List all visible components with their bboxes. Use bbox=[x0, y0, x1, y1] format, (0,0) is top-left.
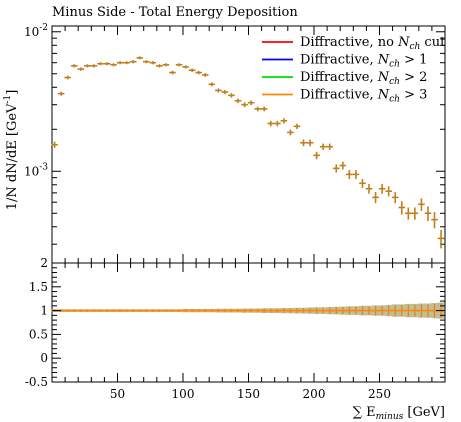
data-point bbox=[280, 118, 288, 124]
data-point bbox=[424, 206, 432, 222]
data-point bbox=[149, 61, 157, 65]
data-point bbox=[129, 60, 137, 64]
data-point bbox=[143, 60, 150, 64]
data-point bbox=[293, 123, 301, 129]
data-point bbox=[346, 170, 353, 180]
data-point bbox=[136, 56, 144, 60]
x-tick-label: 150 bbox=[237, 387, 260, 401]
ratio-y-tick-label: 1.5 bbox=[29, 280, 48, 294]
data-point bbox=[156, 64, 163, 68]
data-point bbox=[339, 161, 347, 170]
x-tick-label: 50 bbox=[110, 387, 125, 401]
y-tick-label: 10-2 bbox=[24, 23, 48, 39]
data-point bbox=[274, 120, 281, 127]
legend-entry: Diffractive, no Nch cut bbox=[262, 35, 446, 52]
data-point bbox=[326, 143, 333, 151]
ratio-y-tick-label: 2 bbox=[40, 256, 48, 270]
x-axis-label-text: ∑ Eminus [GeV] bbox=[353, 405, 445, 422]
legend-entry: Diffractive, Nch > 3 bbox=[262, 88, 427, 105]
ratio-y-tick-label: 1 bbox=[40, 304, 48, 318]
ratio-y-tick-label: 0 bbox=[40, 351, 48, 365]
data-point bbox=[385, 186, 392, 197]
data-point bbox=[84, 64, 91, 68]
data-point bbox=[267, 120, 275, 127]
x-tick-label: 100 bbox=[172, 387, 195, 401]
data-point bbox=[169, 70, 176, 75]
main-y-axis-label: 1/N dN/dE [GeV-1] bbox=[3, 90, 20, 211]
data-point bbox=[221, 89, 229, 95]
data-point bbox=[182, 65, 189, 69]
data-point bbox=[228, 93, 235, 98]
data-point bbox=[188, 68, 196, 72]
data-point bbox=[306, 139, 314, 147]
ratio-y-tick-label: 0.5 bbox=[29, 327, 48, 341]
data-point bbox=[431, 212, 438, 229]
data-point bbox=[372, 192, 379, 204]
data-point bbox=[51, 141, 58, 148]
data-point bbox=[123, 61, 130, 65]
legend-label: Diffractive, no Nch cut bbox=[300, 35, 446, 52]
x-tick-label: 200 bbox=[303, 387, 326, 401]
data-point bbox=[332, 164, 340, 173]
data-point bbox=[359, 179, 366, 188]
data-point bbox=[365, 184, 373, 194]
data-point bbox=[319, 143, 327, 151]
data-point bbox=[287, 129, 294, 136]
data-point bbox=[162, 63, 170, 67]
data-point bbox=[247, 100, 255, 106]
chart-title: Minus Side - Total Energy Deposition bbox=[52, 5, 298, 20]
data-point bbox=[391, 192, 399, 204]
legend-label: Diffractive, Nch > 1 bbox=[300, 53, 427, 70]
ratio-y-tick-label: -0.5 bbox=[25, 375, 48, 389]
data-point bbox=[378, 184, 386, 194]
data-point bbox=[241, 102, 248, 108]
ratio-y-tick-labels: -0.5 0 0.5 1 1.5 2 bbox=[25, 256, 48, 389]
y-tick-label: 10-3 bbox=[24, 162, 48, 178]
legend-entry: Diffractive, Nch > 1 bbox=[262, 53, 427, 70]
main-axis-ticks bbox=[52, 26, 445, 263]
data-point bbox=[398, 201, 406, 215]
data-point bbox=[254, 106, 261, 112]
ratio-uncertainty-band bbox=[51, 302, 445, 319]
data-point bbox=[103, 62, 111, 66]
y-axis-label-text: 1/N dN/dE [GeV-1] bbox=[3, 90, 20, 211]
data-point bbox=[97, 62, 104, 66]
x-axis-label: ∑ Eminus [GeV] bbox=[353, 405, 445, 422]
data-point bbox=[90, 64, 98, 68]
data-point bbox=[110, 63, 117, 67]
main-y-tick-labels: 10-2 10-3 bbox=[24, 23, 48, 178]
data-point bbox=[411, 207, 419, 220]
data-point bbox=[437, 229, 445, 249]
legend-label: Diffractive, Nch > 3 bbox=[300, 88, 427, 105]
data-point bbox=[57, 91, 65, 96]
data-point bbox=[70, 64, 78, 68]
data-point bbox=[195, 70, 202, 75]
ratio-panel-frame bbox=[51, 262, 446, 383]
data-point bbox=[64, 75, 71, 80]
data-point bbox=[300, 139, 307, 147]
data-point bbox=[116, 61, 124, 65]
data-point bbox=[208, 82, 216, 87]
data-point bbox=[352, 170, 360, 180]
ratio-axis-ticks bbox=[52, 262, 445, 383]
data-point bbox=[77, 67, 85, 71]
data-point bbox=[215, 88, 222, 93]
data-point bbox=[201, 73, 209, 77]
main-data-series bbox=[51, 56, 445, 249]
data-point bbox=[234, 98, 242, 104]
x-tick-labels: 50 100 150 200 250 bbox=[110, 387, 391, 401]
data-point bbox=[175, 63, 183, 67]
legend-entry: Diffractive, Nch > 2 bbox=[262, 70, 427, 87]
data-point bbox=[260, 106, 268, 112]
x-tick-label: 250 bbox=[368, 387, 391, 401]
legend-label: Diffractive, Nch > 2 bbox=[300, 70, 427, 87]
data-point bbox=[418, 198, 425, 211]
data-point bbox=[313, 151, 320, 160]
data-point bbox=[405, 207, 412, 220]
